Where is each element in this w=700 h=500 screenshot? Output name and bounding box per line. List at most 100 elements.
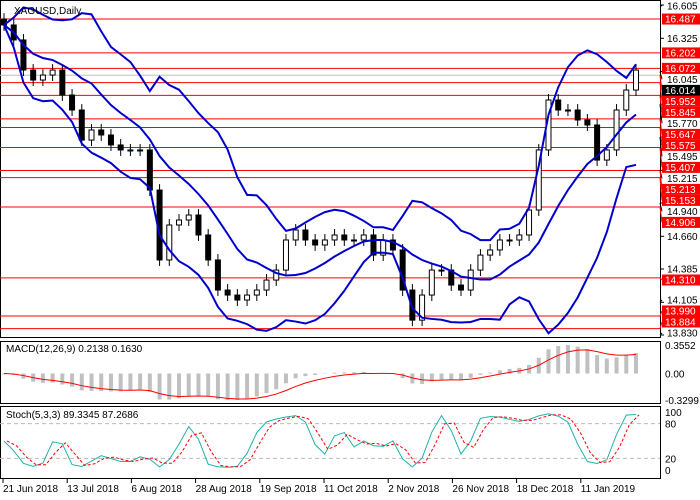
level-label: 15.845 xyxy=(665,108,696,119)
macd-bar xyxy=(138,373,143,390)
level-label-bg xyxy=(662,95,700,107)
y-tick-label: 15.770 xyxy=(667,119,698,130)
candle xyxy=(467,269,474,291)
macd-bar xyxy=(274,373,279,390)
macd-bar xyxy=(614,357,619,374)
candle xyxy=(39,74,46,81)
macd-bar xyxy=(128,373,133,391)
macd-bar xyxy=(624,355,629,374)
candle xyxy=(166,224,173,261)
level-label: 15.407 xyxy=(665,163,696,174)
stoch-label: Stoch(5,3,3) 89.3345 87.2686 xyxy=(6,410,139,421)
y-tick-label: 16.045 xyxy=(667,75,698,86)
x-tick-label: 19 Sep 2018 xyxy=(260,484,317,495)
candle xyxy=(613,109,620,151)
macd-bar xyxy=(303,373,308,377)
candle xyxy=(176,219,183,226)
macd-bar xyxy=(186,373,191,396)
candle xyxy=(487,249,494,256)
candle xyxy=(30,69,37,81)
bollinger-middle xyxy=(3,24,637,281)
label-leader xyxy=(659,136,663,157)
candle xyxy=(526,209,533,236)
macd-bar xyxy=(352,372,357,374)
stoch-main-line xyxy=(3,413,637,468)
macd-bar xyxy=(420,373,425,384)
y-tick-label: 16.605 xyxy=(667,2,698,13)
candle xyxy=(107,134,114,146)
macd-signal-line xyxy=(3,349,637,400)
macd-bar xyxy=(468,373,473,378)
candle xyxy=(292,229,299,241)
stoch-tick-label: 20 xyxy=(665,454,677,465)
stoch-tick-label: 100 xyxy=(665,408,682,419)
candle xyxy=(205,234,212,261)
candle xyxy=(214,259,221,291)
candle xyxy=(633,69,639,91)
level-label: 14.906 xyxy=(665,218,696,229)
candle xyxy=(438,269,445,272)
macd-bar xyxy=(497,370,502,374)
label-leader xyxy=(659,332,663,336)
macd-bar xyxy=(575,346,580,374)
stoch-panel-frame xyxy=(0,406,661,479)
candle xyxy=(321,239,328,246)
y-tick-label: 14.660 xyxy=(667,232,698,243)
macd-bar xyxy=(546,349,551,374)
candle xyxy=(623,89,630,111)
macd-bar xyxy=(458,373,463,380)
macd-bar xyxy=(488,372,493,374)
macd-tick-label: 0.00 xyxy=(665,370,685,381)
stoch-tick-label: 80 xyxy=(665,420,677,431)
bollinger-lower xyxy=(3,24,637,335)
level-label-bg xyxy=(662,216,700,228)
macd-bar xyxy=(70,373,75,387)
label-leader xyxy=(659,82,663,102)
macd-bar xyxy=(429,373,434,382)
label-leader xyxy=(659,127,663,146)
candle xyxy=(78,109,85,141)
candle xyxy=(137,149,144,152)
level-label: 15.575 xyxy=(665,141,696,152)
macd-tick-label: -0.3299 xyxy=(665,396,699,407)
candle xyxy=(117,144,124,151)
candle xyxy=(263,279,270,291)
macd-bar xyxy=(293,373,298,379)
macd-tick-label: 0.3552 xyxy=(665,341,696,352)
candle xyxy=(594,124,601,161)
candle xyxy=(360,234,367,241)
y-tick-label: 14.105 xyxy=(667,296,698,307)
candle xyxy=(88,129,95,141)
macd-bar xyxy=(565,345,570,374)
label-leader xyxy=(659,4,663,7)
candle xyxy=(224,289,231,296)
current-price-label: 16.014 xyxy=(665,86,696,97)
label-leader xyxy=(659,95,663,113)
candle xyxy=(98,129,105,136)
label-leader xyxy=(659,147,663,168)
y-tick-label: 15.495 xyxy=(667,152,698,163)
level-label-bg xyxy=(662,183,700,195)
candle xyxy=(282,239,289,271)
macd-bar xyxy=(89,373,94,391)
candle xyxy=(49,69,56,76)
level-label-bg xyxy=(662,47,700,59)
macd-bar xyxy=(400,373,405,379)
level-label: 16.487 xyxy=(665,15,696,26)
candle xyxy=(185,214,192,221)
macd-bar xyxy=(604,358,609,374)
label-leader xyxy=(659,170,663,190)
label-leader xyxy=(659,206,663,223)
macd-bar xyxy=(215,373,220,400)
current-price-bg xyxy=(662,84,700,96)
x-tick-label: 18 Dec 2018 xyxy=(517,484,574,495)
macd-bar xyxy=(254,373,259,397)
level-label-bg xyxy=(662,305,700,317)
macd-bar xyxy=(60,373,65,385)
level-label-bg xyxy=(662,13,700,25)
macd-bar xyxy=(177,373,182,399)
macd-bar xyxy=(507,368,512,374)
label-leader xyxy=(659,299,663,303)
